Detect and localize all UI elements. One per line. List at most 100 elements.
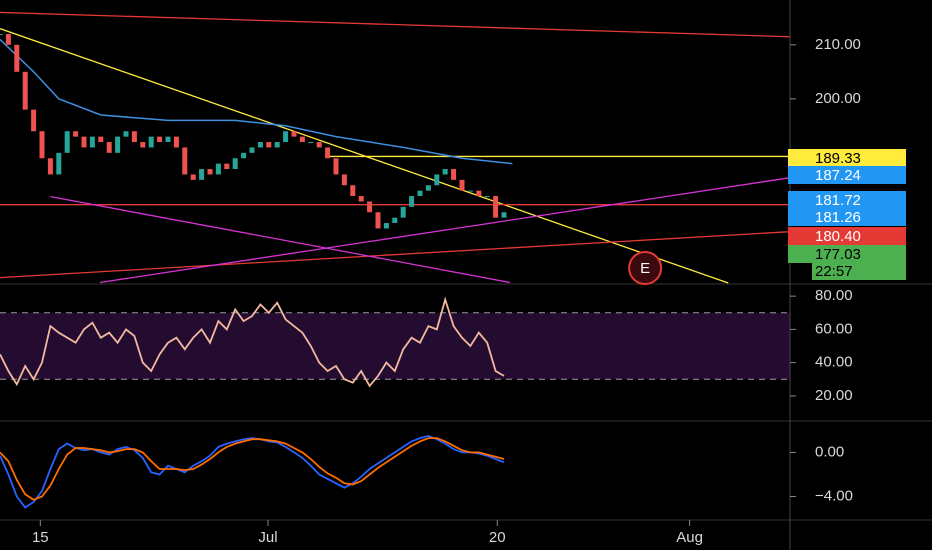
candle [333, 158, 339, 175]
price-tag-label: 187.24 [815, 167, 861, 184]
candle [173, 136, 179, 148]
x-tick-label: 15 [32, 529, 49, 546]
price-tag [788, 208, 906, 226]
moving-average [0, 38, 513, 165]
price-tag [788, 149, 906, 167]
candle [350, 185, 356, 197]
candle [56, 152, 62, 175]
candle [283, 131, 289, 143]
price-tag-label: 189.33 [815, 150, 861, 167]
candle [409, 196, 415, 207]
candle [434, 174, 440, 186]
trend-line [99, 177, 791, 284]
candle [241, 152, 247, 159]
candle [148, 136, 154, 148]
candle [467, 190, 473, 192]
candle [266, 142, 272, 148]
candle [257, 142, 263, 148]
candle [199, 169, 205, 180]
line [0, 437, 505, 501]
candle [131, 131, 137, 143]
candle [392, 217, 398, 224]
trend-line [50, 195, 510, 284]
candle [73, 131, 79, 137]
candle [493, 196, 499, 218]
candle [308, 142, 314, 144]
y-tick-label: −4.00 [815, 487, 853, 504]
candle [451, 169, 457, 180]
candle [325, 147, 331, 159]
candle [5, 34, 11, 45]
candle [249, 147, 255, 153]
candle [358, 196, 364, 202]
price-tag-label: 180.40 [815, 228, 861, 245]
candle [31, 109, 37, 132]
y-tick-label: 210.00 [815, 36, 861, 53]
trend-line [0, 231, 791, 279]
earnings-marker [628, 251, 663, 285]
y-tick-label: 200.00 [815, 90, 861, 107]
candle [39, 131, 45, 159]
candle [341, 174, 347, 186]
candle [157, 136, 163, 143]
y-tick-label: 20.00 [815, 387, 853, 404]
price-tag [788, 166, 906, 184]
y-tick-label: 40.00 [815, 354, 853, 371]
candle [224, 163, 230, 170]
candle [367, 201, 373, 213]
candle [375, 212, 381, 229]
candle [98, 136, 104, 143]
y-tick-label: 0.00 [815, 443, 844, 460]
y-tick-label: 60.00 [815, 320, 853, 337]
candle [106, 142, 112, 153]
candle [47, 158, 53, 175]
price-tag-label: 181.26 [815, 209, 861, 226]
candle [501, 212, 507, 218]
candle [274, 142, 280, 148]
candle [140, 142, 146, 148]
candle [215, 163, 221, 175]
candle [64, 131, 70, 153]
candle [165, 136, 171, 143]
candle [425, 185, 431, 191]
candle [22, 71, 28, 110]
x-tick-label: Jul [258, 529, 277, 546]
candle [190, 174, 196, 180]
candle [316, 142, 322, 148]
candle [476, 190, 482, 197]
price-tag [788, 227, 906, 245]
candle [81, 136, 87, 148]
price-tag-label: 177.03 [815, 246, 861, 263]
price-tag [788, 191, 906, 209]
candle [207, 169, 213, 175]
candle [89, 136, 95, 148]
candle [299, 136, 305, 143]
candle [417, 190, 423, 197]
candle [400, 206, 406, 218]
candle [14, 44, 20, 72]
candle [484, 196, 490, 198]
earnings-marker-label: E [640, 260, 650, 277]
trend-line [0, 11, 791, 38]
candle [442, 169, 448, 175]
candle [291, 131, 297, 137]
countdown-tag [812, 262, 906, 280]
candle [182, 147, 188, 175]
x-tick-label: Aug [676, 529, 703, 546]
candle [459, 179, 465, 191]
countdown-label: 22:57 [815, 263, 853, 280]
candle [123, 131, 129, 137]
candle [0, 34, 3, 36]
line [0, 296, 505, 388]
y-tick-label: 80.00 [815, 287, 853, 304]
candle [383, 223, 389, 229]
price-tag-label: 181.72 [815, 192, 861, 209]
price-tag [788, 245, 906, 263]
x-tick-label: 20 [489, 529, 506, 546]
candle [115, 136, 121, 153]
line [0, 434, 505, 509]
candle [232, 158, 238, 170]
